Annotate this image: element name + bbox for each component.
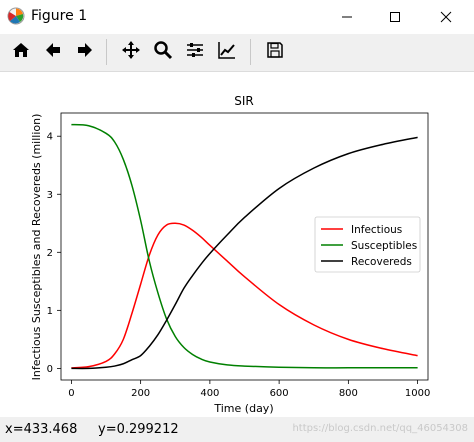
x-tick-label: 0 bbox=[68, 388, 74, 399]
series-line-susceptibles bbox=[71, 123, 418, 369]
figure-canvas[interactable]: SIR 0 200 400 600 800 1000 0 1 2 3 4 Time (day) I… bbox=[0, 72, 474, 417]
series-line-recovereds bbox=[71, 136, 418, 370]
x-axis-label: Time (day) bbox=[213, 402, 273, 415]
toolbar-separator bbox=[250, 39, 251, 65]
y-axis-label: Infectious Susceptibles and Recovereds (… bbox=[30, 114, 43, 381]
configure-subplots-icon bbox=[185, 40, 205, 64]
forward-button[interactable] bbox=[72, 39, 98, 65]
back-arrow-icon bbox=[43, 40, 63, 64]
x-tick-label: 400 bbox=[200, 388, 219, 399]
title-bar: Figure 1 bbox=[0, 0, 474, 34]
cursor-coordinates: x=433.468 y=0.299212 bbox=[5, 422, 179, 437]
legend-label-infectious: Infectious bbox=[351, 224, 402, 236]
y-tick-label: 2 bbox=[47, 248, 53, 259]
legend: Infectious Susceptibles Recovereds bbox=[314, 216, 421, 273]
home-icon bbox=[11, 40, 31, 64]
matplotlib-app-icon bbox=[7, 7, 25, 25]
watermark: https://blog.csdn.net/qq_46054308 bbox=[292, 423, 468, 434]
navigation-toolbar bbox=[0, 34, 474, 72]
x-tick-label: 200 bbox=[131, 388, 150, 399]
minimize-icon bbox=[341, 8, 353, 27]
y-tick-label: 3 bbox=[47, 190, 53, 201]
pan-icon bbox=[121, 40, 141, 64]
edit-axis-icon bbox=[217, 40, 237, 64]
sir-chart: SIR 0 200 400 600 800 1000 0 1 2 3 4 Time (day) I… bbox=[30, 94, 430, 415]
close-icon bbox=[440, 8, 452, 27]
forward-arrow-icon bbox=[75, 40, 95, 64]
zoom-icon bbox=[153, 40, 173, 64]
legend-label-recovereds: Recovereds bbox=[351, 256, 412, 268]
edit-axis-button[interactable] bbox=[214, 39, 240, 65]
chart-title: SIR bbox=[234, 94, 254, 108]
maximize-button[interactable] bbox=[372, 0, 418, 34]
status-bar: x=433.468 y=0.299212 https://blog.csdn.n… bbox=[0, 417, 474, 442]
legend-label-susceptibles: Susceptibles bbox=[351, 240, 417, 252]
x-tick-label: 600 bbox=[270, 388, 289, 399]
x-tick-label: 1000 bbox=[405, 388, 430, 399]
maximize-icon bbox=[389, 8, 401, 27]
plot-frame bbox=[60, 112, 429, 381]
save-icon bbox=[265, 40, 285, 64]
home-button[interactable] bbox=[8, 39, 34, 65]
minimize-button[interactable] bbox=[324, 0, 370, 34]
y-tick-label: 4 bbox=[47, 132, 53, 143]
zoom-button[interactable] bbox=[150, 39, 176, 65]
series-line-infectious bbox=[71, 222, 418, 369]
y-tick-label: 1 bbox=[47, 306, 53, 317]
toolbar-separator bbox=[106, 39, 107, 65]
window-title: Figure 1 bbox=[31, 8, 88, 24]
y-tick-label: 0 bbox=[47, 364, 53, 375]
pan-button[interactable] bbox=[118, 39, 144, 65]
save-button[interactable] bbox=[262, 39, 288, 65]
legend-frame bbox=[314, 216, 421, 273]
x-tick-label: 800 bbox=[339, 388, 358, 399]
back-button[interactable] bbox=[40, 39, 66, 65]
configure-subplots-button[interactable] bbox=[182, 39, 208, 65]
close-button[interactable] bbox=[423, 0, 469, 34]
